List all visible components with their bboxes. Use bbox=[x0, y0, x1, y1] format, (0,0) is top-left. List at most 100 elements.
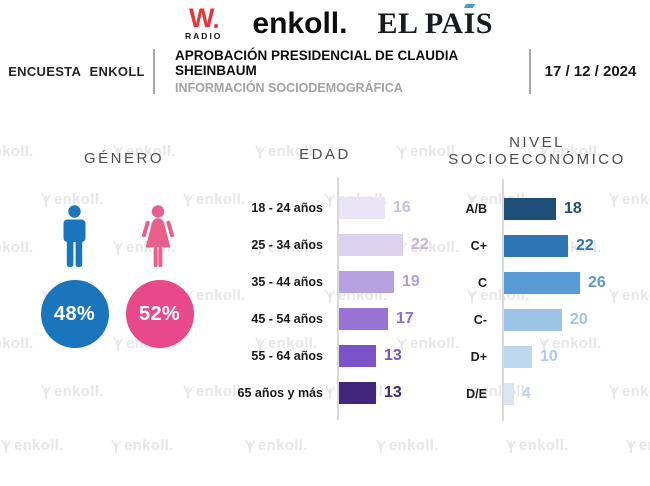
page-title: APROBACIÓN PRESIDENCIAL DE CLAUDIA SHEIN… bbox=[175, 47, 458, 78]
enkoll-sprout-icon bbox=[41, 385, 51, 399]
elpais-i-accent bbox=[463, 4, 475, 8]
edad-row: 45 - 54 años 17 bbox=[235, 300, 450, 337]
male-icon bbox=[60, 205, 89, 267]
watermark-label: enkoll. bbox=[54, 383, 104, 400]
watermark-label: enkoll. bbox=[389, 437, 439, 454]
edad-row: 55 - 64 años 13 bbox=[235, 337, 450, 374]
band-divider-left bbox=[153, 48, 155, 94]
edad-category: 25 - 34 años bbox=[251, 237, 323, 252]
enkoll-sprout-icon bbox=[183, 385, 193, 399]
wradio-logo: W RADIO bbox=[185, 3, 223, 42]
male-percentage-badge: 48% bbox=[40, 280, 109, 348]
edad-bar bbox=[337, 307, 388, 330]
enkoll-logo: enkoll. bbox=[252, 7, 348, 40]
nse-category: C- bbox=[473, 312, 487, 327]
male-percentage: 48% bbox=[54, 302, 95, 325]
watermark: enkoll. bbox=[244, 437, 308, 454]
edad-value: 19 bbox=[402, 272, 420, 290]
logo-row: W RADIO enkoll. EL PA I S bbox=[0, 3, 650, 45]
wradio-w: W bbox=[188, 3, 215, 34]
nse-value: 4 bbox=[522, 384, 531, 402]
section-genero: GÉNERO bbox=[18, 150, 230, 348]
edad-row: 65 años y más 13 bbox=[235, 374, 450, 411]
header-band: ENCUESTA ENKOLL APROBACIÓN PRESIDENCIAL … bbox=[0, 46, 650, 96]
watermark: enkoll. bbox=[40, 383, 104, 400]
nse-value: 20 bbox=[570, 310, 588, 328]
enkoll-sprout-icon bbox=[111, 439, 121, 453]
nse-row: C- 20 bbox=[452, 301, 648, 338]
band-divider-right bbox=[529, 48, 531, 94]
nse-value: 26 bbox=[588, 273, 606, 291]
nse-value: 22 bbox=[576, 236, 594, 254]
edad-bar bbox=[337, 344, 376, 367]
edad-bar bbox=[337, 196, 385, 219]
watermark: enkoll. bbox=[625, 437, 650, 454]
elpais-i: I bbox=[463, 7, 476, 40]
nse-category: C+ bbox=[470, 238, 487, 253]
nse-chart: A/B 18 C+ 22 C 26 C- 20 D+ bbox=[452, 179, 648, 421]
genero-title: GÉNERO bbox=[83, 150, 164, 167]
nse-bar bbox=[502, 234, 568, 257]
enkoll-sprout-icon bbox=[245, 439, 255, 453]
wradio-dot bbox=[214, 24, 219, 29]
edad-category: 35 - 44 años bbox=[251, 274, 323, 289]
watermark: enkoll. bbox=[0, 437, 64, 454]
edad-value: 13 bbox=[384, 346, 402, 364]
watermark: enkoll. bbox=[505, 437, 569, 454]
nse-title-line2: SOCIOECONÓMICO bbox=[448, 151, 626, 168]
nse-row: C 26 bbox=[452, 264, 648, 301]
enkoll-sprout-icon bbox=[506, 439, 516, 453]
nse-category: D/E bbox=[466, 386, 487, 401]
enkoll-sprout-icon bbox=[1, 439, 11, 453]
survey-date: 17 / 12 / 2024 bbox=[544, 62, 637, 80]
section-edad: EDAD 18 - 24 años 16 25 - 34 años 22 35 … bbox=[235, 146, 450, 420]
edad-bar bbox=[337, 381, 376, 404]
nse-bar bbox=[502, 345, 532, 368]
section-nivel-socioeconomico: NIVEL SOCIOECONÓMICO A/B 18 C+ 22 C 26 C… bbox=[448, 134, 648, 421]
nse-axis-line bbox=[502, 179, 504, 421]
edad-value: 22 bbox=[411, 235, 429, 253]
edad-bar bbox=[337, 233, 403, 256]
page-subtitle: INFORMACIÓN SOCIODEMOGRÁFICA bbox=[175, 80, 403, 95]
edad-chart: 18 - 24 años 16 25 - 34 años 22 35 - 44 … bbox=[235, 178, 450, 420]
watermark-label: enkoll. bbox=[124, 437, 174, 454]
female-icon bbox=[141, 205, 175, 267]
edad-category: 45 - 54 años bbox=[251, 311, 323, 326]
watermark-label: enkoll. bbox=[519, 437, 569, 454]
watermark-label: enkoll. bbox=[639, 437, 650, 454]
nse-category: D+ bbox=[470, 349, 487, 364]
nse-value: 10 bbox=[540, 347, 558, 365]
edad-row: 35 - 44 años 19 bbox=[235, 263, 450, 300]
nse-row: D/E 4 bbox=[452, 375, 648, 412]
edad-row: 25 - 34 años 22 bbox=[235, 226, 450, 263]
enkoll-sprout-icon bbox=[626, 439, 636, 453]
elpais-logo: EL PA I S bbox=[377, 4, 493, 41]
edad-axis-line bbox=[337, 178, 339, 420]
nse-category: C bbox=[477, 275, 487, 290]
nse-title-line1: NIVEL bbox=[509, 134, 565, 151]
nse-bar bbox=[502, 308, 562, 331]
female-percentage-badge: 52% bbox=[125, 280, 194, 348]
watermark-label: enkoll. bbox=[14, 437, 64, 454]
survey-label: ENCUESTA ENKOLL bbox=[8, 63, 145, 79]
nse-row: C+ 22 bbox=[452, 227, 648, 264]
edad-category: 18 - 24 años bbox=[251, 200, 323, 215]
female-percentage: 52% bbox=[139, 302, 180, 325]
nse-bar bbox=[502, 197, 556, 220]
edad-category: 55 - 64 años bbox=[251, 348, 323, 363]
watermark: enkoll. bbox=[110, 437, 174, 454]
edad-value: 13 bbox=[384, 383, 402, 401]
edad-row: 18 - 24 años 16 bbox=[235, 189, 450, 226]
nse-category: A/B bbox=[465, 201, 487, 216]
watermark: enkoll. bbox=[375, 437, 439, 454]
edad-title: EDAD bbox=[299, 146, 351, 163]
elpais-text-before: EL PA bbox=[377, 7, 464, 40]
enkoll-sprout-icon bbox=[376, 439, 386, 453]
watermark-label: enkoll. bbox=[258, 437, 308, 454]
wradio-radio-text: RADIO bbox=[185, 31, 223, 42]
edad-bar bbox=[337, 270, 394, 293]
nse-row: D+ 10 bbox=[452, 338, 648, 375]
edad-category: 65 años y más bbox=[237, 385, 323, 400]
elpais-text-after: S bbox=[475, 7, 493, 40]
